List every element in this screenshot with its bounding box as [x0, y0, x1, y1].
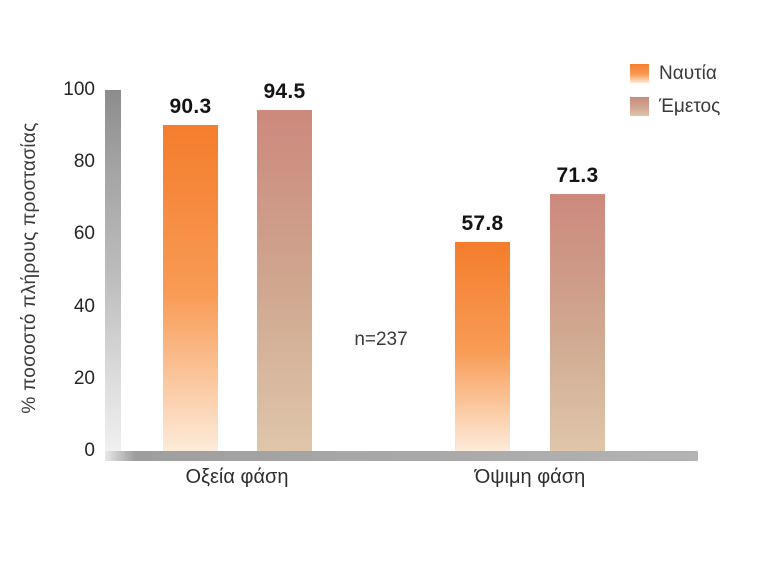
legend: Ναυτία Έμετος [630, 62, 721, 130]
legend-label: Έμετος [659, 95, 721, 117]
y-tick-label: 100 [63, 79, 95, 100]
category-label: Οξεία φάση [185, 466, 289, 488]
legend-item: Έμετος [630, 95, 721, 117]
value-label: 90.3 [169, 95, 212, 118]
legend-swatch-icon [630, 97, 649, 116]
y-tick-label: 0 [84, 440, 95, 461]
sample-size-annotation: n=237 [354, 329, 408, 350]
y-tick-label: 60 [73, 223, 95, 245]
category-label: Όψιμη φάση [474, 466, 586, 488]
x-axis-baseline [105, 451, 698, 461]
value-label: 57.8 [461, 212, 504, 235]
y-tick-label: 80 [73, 151, 95, 173]
value-label: 71.3 [556, 164, 599, 187]
bar-vomiting-late [550, 194, 605, 451]
y-tick-label: 20 [73, 367, 95, 389]
legend-item: Ναυτία [630, 62, 720, 84]
legend-label: Ναυτία [659, 62, 717, 84]
legend-swatch-icon [630, 64, 649, 83]
bar-nausea-late [455, 242, 510, 451]
bar-vomiting-acute [257, 110, 312, 451]
value-label: 94.5 [263, 80, 306, 103]
bar-nausea-acute [163, 125, 218, 451]
y-axis-bar [105, 90, 121, 451]
y-tick-label: 40 [73, 295, 95, 317]
